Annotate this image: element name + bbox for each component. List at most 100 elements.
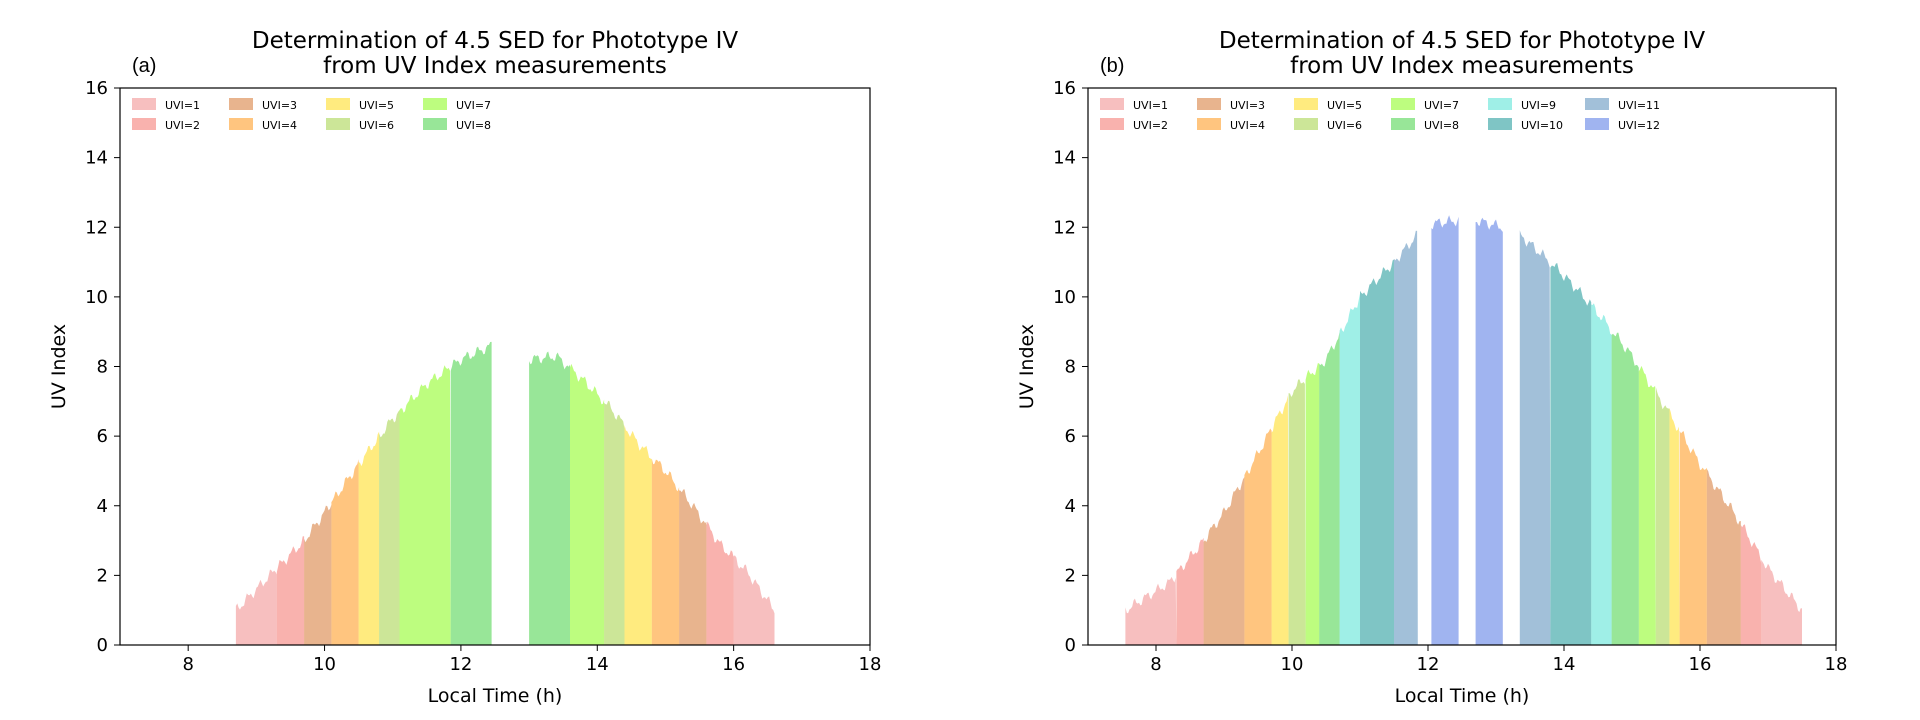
x-tick-label: 16 <box>722 654 745 675</box>
legend-entry: UVI=3 <box>262 99 297 112</box>
legend-swatch <box>1197 98 1221 110</box>
legend-entry: UVI=8 <box>1424 119 1459 132</box>
area-segment-uvi-7-2 <box>1638 365 1656 645</box>
area-segment-uvi-11-2 <box>1519 230 1551 645</box>
area-segment-uvi-6-2 <box>604 400 625 645</box>
y-tick-label: 16 <box>85 78 108 99</box>
legend-entry: UVI=2 <box>1133 119 1168 132</box>
x-axis-label: Local Time (h) <box>428 685 563 707</box>
legend-swatch <box>1391 118 1415 130</box>
legend-entry: UVI=7 <box>456 99 491 112</box>
legend-entry: UVI=10 <box>1521 119 1563 132</box>
legend-entry: UVI=1 <box>1133 99 1168 112</box>
y-tick-label: 2 <box>97 565 108 586</box>
legend-swatch <box>132 118 156 130</box>
area-segment-uvi-2-2 <box>706 521 734 645</box>
chart-title-line-1: Determination of 4.5 SED for Phototype I… <box>252 28 738 54</box>
area-segment-uvi-10-1 <box>1360 259 1394 645</box>
x-tick-label: 14 <box>1553 654 1576 675</box>
legend-entry: UVI=9 <box>1521 99 1556 112</box>
y-tick-label: 10 <box>85 287 108 308</box>
x-tick-label: 12 <box>1417 654 1440 675</box>
chart-panel-a: 8 10 12 14 16 18 0 2 4 6 8 10 12 14 16 Local Time (h) UV… <box>48 28 881 707</box>
area-segment-uvi-6-2 <box>1655 386 1670 645</box>
legend-swatch <box>1488 98 1512 110</box>
panel-label: (a) <box>132 55 156 77</box>
legend-swatch <box>1294 118 1318 130</box>
y-tick-label: 0 <box>97 635 108 656</box>
x-tick-label: 8 <box>182 654 193 675</box>
area-segment-uvi-7-1 <box>399 365 451 645</box>
legend-swatch <box>229 98 253 110</box>
legend-entry: UVI=6 <box>359 119 394 132</box>
area-segment-uvi-11-1 <box>1394 230 1418 645</box>
legend-swatch <box>1294 98 1318 110</box>
area-segment-uvi-4-1 <box>331 459 359 645</box>
chart-title-line-1: Determination of 4.5 SED for Phototype I… <box>1219 28 1705 54</box>
y-tick-label: 8 <box>1065 357 1076 378</box>
legend-entry: UVI=8 <box>456 119 491 132</box>
area-segment-uvi-3-1 <box>1203 477 1245 645</box>
legend-entry: UVI=4 <box>1230 119 1265 132</box>
x-tick-label: 14 <box>586 654 609 675</box>
area-segment-uvi-2-1 <box>1176 537 1204 645</box>
area-segment-uvi-2-1 <box>276 536 305 645</box>
y-tick-label: 0 <box>1065 635 1076 656</box>
legend-entry: UVI=7 <box>1424 99 1459 112</box>
chart-title-line-2: from UV Index measurements <box>1290 53 1634 79</box>
y-tick-label: 12 <box>1053 217 1076 238</box>
area-segment-uvi-3-2 <box>1706 468 1741 645</box>
area-segment-uvi-2-2 <box>1740 524 1762 645</box>
area-segment-uvi-1-2 <box>1761 559 1802 645</box>
y-tick-label: 6 <box>1065 426 1076 447</box>
legend-swatch <box>423 118 447 130</box>
area-segment-uvi-4-2 <box>1679 430 1707 645</box>
area-segment-uvi-5-2 <box>624 424 652 645</box>
y-axis-label: UV Index <box>1016 324 1038 409</box>
area-segment-uvi-1-1 <box>235 569 277 645</box>
y-axis-label: UV Index <box>48 324 70 409</box>
legend-swatch <box>229 118 253 130</box>
area-segment-uvi-6-1 <box>1288 379 1306 645</box>
legend-entry: UVI=6 <box>1327 119 1362 132</box>
y-tick-label: 4 <box>97 496 108 517</box>
x-tick-label: 18 <box>859 654 882 675</box>
y-tick-label: 8 <box>97 357 108 378</box>
legend-swatch <box>1391 98 1415 110</box>
plot-frame <box>119 87 871 646</box>
area-segment-uvi-4-1 <box>1244 428 1272 645</box>
x-tick-label: 18 <box>1825 654 1848 675</box>
legend-entry: UVI=5 <box>1327 99 1362 112</box>
legend-swatch <box>423 98 447 110</box>
legend-swatch <box>1585 98 1609 110</box>
legend-swatch <box>1585 118 1609 130</box>
area-segment-uvi-10-2 <box>1550 263 1592 645</box>
legend-swatch <box>326 98 350 110</box>
area-segment-uvi-8-1 <box>1319 331 1340 645</box>
y-tick-label: 4 <box>1065 496 1076 517</box>
x-axis-label: Local Time (h) <box>1395 685 1530 707</box>
chart-panel-b: 8 10 12 14 16 18 0 2 4 6 8 10 12 14 16 Local Time (h) UV… <box>1016 28 1847 707</box>
area-segment-uvi-9-2 <box>1591 303 1612 645</box>
legend-swatch <box>1197 118 1221 130</box>
area-segment-uvi-7-2 <box>570 363 605 645</box>
area-segment-uvi-1-1 <box>1125 576 1177 645</box>
legend-entry: UVI=1 <box>165 99 200 112</box>
y-tick-label: 12 <box>85 217 108 238</box>
y-tick-label: 2 <box>1065 565 1076 586</box>
area-segment-uvi-5-2 <box>1669 407 1680 645</box>
legend-entry: UVI=3 <box>1230 99 1265 112</box>
area-segment-uvi-3-1 <box>304 504 332 645</box>
legend-swatch <box>1100 98 1124 110</box>
y-tick-label: 10 <box>1053 287 1076 308</box>
x-tick-label: 12 <box>449 654 472 675</box>
area-segment-uvi-5-1 <box>358 431 380 645</box>
area-segment-uvi-12-1 <box>1431 215 1459 646</box>
area-segment-uvi-12-2 <box>1475 217 1503 645</box>
area-segment-uvi-4-2 <box>651 458 680 645</box>
area-segment-uvi-9-1 <box>1339 293 1360 645</box>
chart-title-line-2: from UV Index measurements <box>323 53 667 79</box>
area-segment-uvi-3-2 <box>679 489 707 645</box>
area-segment-uvi-6-1 <box>379 410 400 645</box>
